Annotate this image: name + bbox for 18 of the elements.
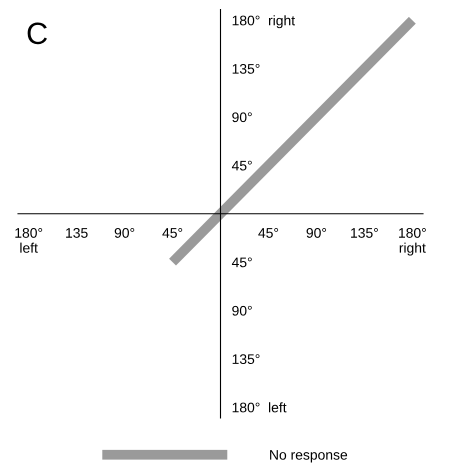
y-tick-label: 90°: [232, 306, 252, 316]
y-tick-label: 180° right: [232, 15, 295, 28]
y-tick-label: 135°: [232, 64, 260, 74]
x-tick-label: 90°: [114, 228, 134, 238]
x-tick-label: 180° left: [15, 228, 42, 253]
x-tick-label: 45°: [258, 228, 278, 238]
y-tick-label: 135°: [232, 354, 260, 364]
chart-title: C: [28, 22, 47, 44]
x-tick-label: 135°: [351, 228, 378, 238]
x-tick-label: 90°: [306, 228, 326, 238]
x-tick-label: 135: [66, 228, 88, 238]
y-tick-label: 45°: [232, 257, 252, 268]
x-tick-label: 45°: [162, 228, 182, 238]
y-tick-label: 180° left: [232, 402, 286, 412]
y-tick-label: 90°: [232, 112, 252, 122]
y-tick-label: 45°: [232, 160, 252, 171]
text: No response: [270, 450, 348, 462]
x-tick-label: 180° right: [399, 228, 426, 256]
